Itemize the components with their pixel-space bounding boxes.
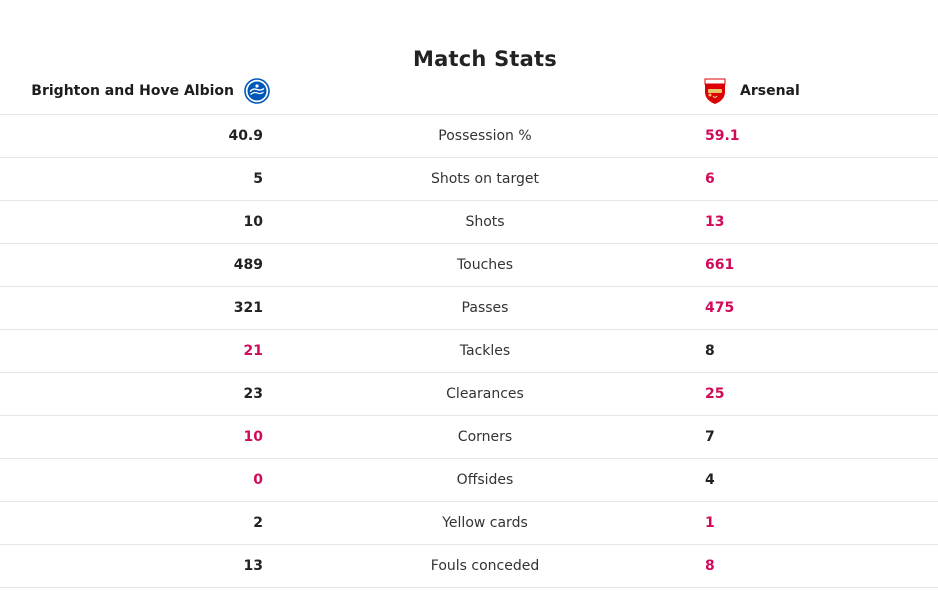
away-stat-value: 8 bbox=[705, 343, 715, 359]
stat-row: 0 Offsides 4 bbox=[0, 459, 938, 502]
stat-row: 21 Tackles 8 bbox=[0, 330, 938, 373]
stat-row: 10 Corners 7 bbox=[0, 416, 938, 459]
stat-row: 13 Fouls conceded 8 bbox=[0, 545, 938, 588]
home-team-name: Brighton and Hove Albion bbox=[31, 83, 234, 99]
home-stat-value: 10 bbox=[243, 429, 263, 445]
stat-label: Offsides bbox=[456, 472, 514, 488]
stat-label: Tackles bbox=[459, 343, 511, 359]
away-stat-value: 1 bbox=[705, 515, 715, 531]
away-stat-value: 475 bbox=[705, 300, 735, 316]
home-stat-value: 5 bbox=[253, 171, 263, 187]
home-stat-value: 40.9 bbox=[228, 128, 263, 144]
arsenal-crest-icon bbox=[704, 78, 726, 104]
away-stat-value: 25 bbox=[705, 386, 725, 402]
home-stat-value: 321 bbox=[233, 300, 263, 316]
stat-label: Yellow cards bbox=[442, 515, 528, 531]
stat-label: Touches bbox=[456, 257, 514, 273]
stat-label: Passes bbox=[461, 300, 509, 316]
home-stat-value: 13 bbox=[243, 558, 263, 574]
home-team-header[interactable]: Brighton and Hove Albion bbox=[31, 76, 270, 106]
away-team-name: Arsenal bbox=[740, 83, 800, 99]
away-stat-value: 7 bbox=[705, 429, 715, 445]
away-stat-value: 13 bbox=[705, 214, 725, 230]
away-stat-value: 59.1 bbox=[705, 128, 740, 144]
away-stat-value: 6 bbox=[705, 171, 715, 187]
stat-row: 23 Clearances 25 bbox=[0, 373, 938, 416]
away-stat-value: 8 bbox=[705, 558, 715, 574]
page-title: Match Stats bbox=[413, 47, 557, 72]
away-stat-value: 661 bbox=[705, 257, 735, 273]
stat-label: Corners bbox=[457, 429, 513, 445]
stat-label: Shots bbox=[465, 214, 505, 230]
stat-row: 40.9 Possession % 59.1 bbox=[0, 115, 938, 158]
home-stat-value: 23 bbox=[243, 386, 263, 402]
home-stat-value: 489 bbox=[233, 257, 263, 273]
stat-row: 321 Passes 475 bbox=[0, 287, 938, 330]
stat-label: Shots on target bbox=[430, 171, 539, 187]
stat-row: 10 Shots 13 bbox=[0, 201, 938, 244]
stats-table: 40.9 Possession % 59.1 5 Shots on target 6 10 S… bbox=[0, 114, 938, 588]
stat-row: 2 Yellow cards 1 bbox=[0, 502, 938, 545]
home-stat-value: 21 bbox=[243, 343, 263, 359]
stat-label: Possession % bbox=[438, 128, 532, 144]
away-stat-value: 4 bbox=[705, 472, 715, 488]
stat-label: Fouls conceded bbox=[430, 558, 540, 574]
home-stat-value: 0 bbox=[253, 472, 263, 488]
stat-label: Clearances bbox=[446, 386, 524, 402]
brighton-crest-icon bbox=[244, 78, 270, 104]
stat-row: 5 Shots on target 6 bbox=[0, 158, 938, 201]
home-stat-value: 2 bbox=[253, 515, 263, 531]
home-stat-value: 10 bbox=[243, 214, 263, 230]
stat-row: 489 Touches 661 bbox=[0, 244, 938, 287]
away-team-header[interactable]: Arsenal bbox=[702, 76, 800, 106]
